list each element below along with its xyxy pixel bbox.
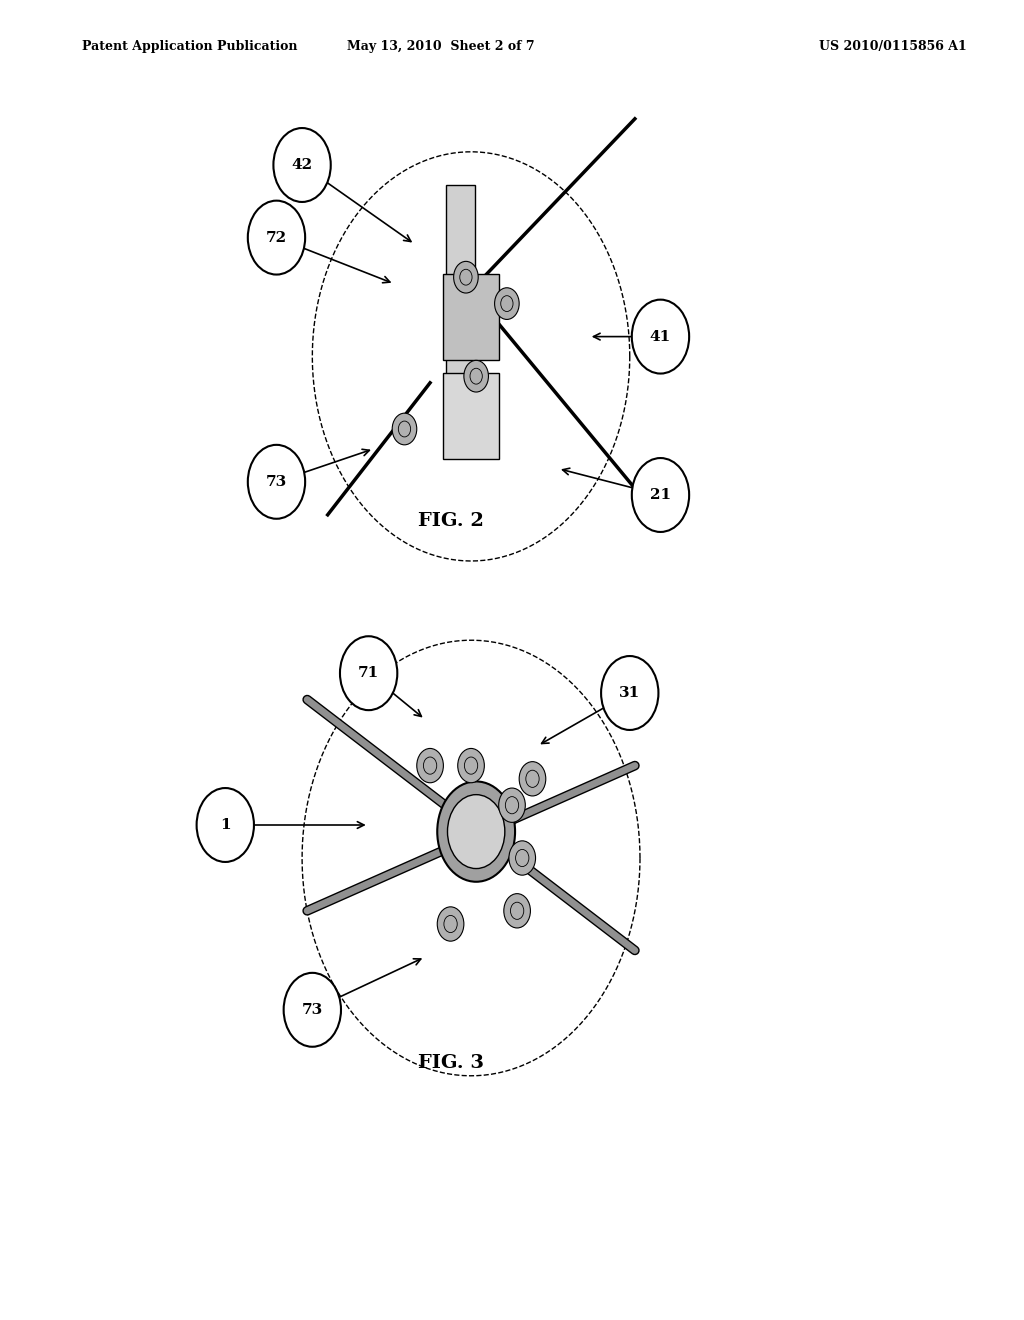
Text: 73: 73 xyxy=(266,475,287,488)
Circle shape xyxy=(495,288,519,319)
Text: FIG. 2: FIG. 2 xyxy=(418,512,483,531)
Circle shape xyxy=(519,762,546,796)
Circle shape xyxy=(454,261,478,293)
Text: 1: 1 xyxy=(220,818,230,832)
Circle shape xyxy=(458,748,484,783)
Text: FIG. 3: FIG. 3 xyxy=(418,1053,483,1072)
Text: 72: 72 xyxy=(266,231,287,244)
Circle shape xyxy=(504,894,530,928)
Circle shape xyxy=(340,636,397,710)
Text: 21: 21 xyxy=(650,488,671,502)
Circle shape xyxy=(464,360,488,392)
Bar xyxy=(442,372,500,459)
Text: 31: 31 xyxy=(620,686,640,700)
Circle shape xyxy=(632,458,689,532)
Text: US 2010/0115856 A1: US 2010/0115856 A1 xyxy=(819,40,967,53)
Circle shape xyxy=(447,795,505,869)
Circle shape xyxy=(437,907,464,941)
Bar xyxy=(442,275,500,359)
Circle shape xyxy=(284,973,341,1047)
Text: 73: 73 xyxy=(302,1003,323,1016)
Circle shape xyxy=(632,300,689,374)
Circle shape xyxy=(437,781,515,882)
Circle shape xyxy=(509,841,536,875)
Text: 71: 71 xyxy=(358,667,379,680)
Circle shape xyxy=(417,748,443,783)
Text: 42: 42 xyxy=(292,158,312,172)
Text: 41: 41 xyxy=(650,330,671,343)
Circle shape xyxy=(248,201,305,275)
Circle shape xyxy=(392,413,417,445)
Text: May 13, 2010  Sheet 2 of 7: May 13, 2010 Sheet 2 of 7 xyxy=(346,40,535,53)
Bar xyxy=(446,185,475,422)
Circle shape xyxy=(499,788,525,822)
Circle shape xyxy=(601,656,658,730)
Circle shape xyxy=(273,128,331,202)
Circle shape xyxy=(197,788,254,862)
Text: Patent Application Publication: Patent Application Publication xyxy=(82,40,297,53)
Circle shape xyxy=(248,445,305,519)
